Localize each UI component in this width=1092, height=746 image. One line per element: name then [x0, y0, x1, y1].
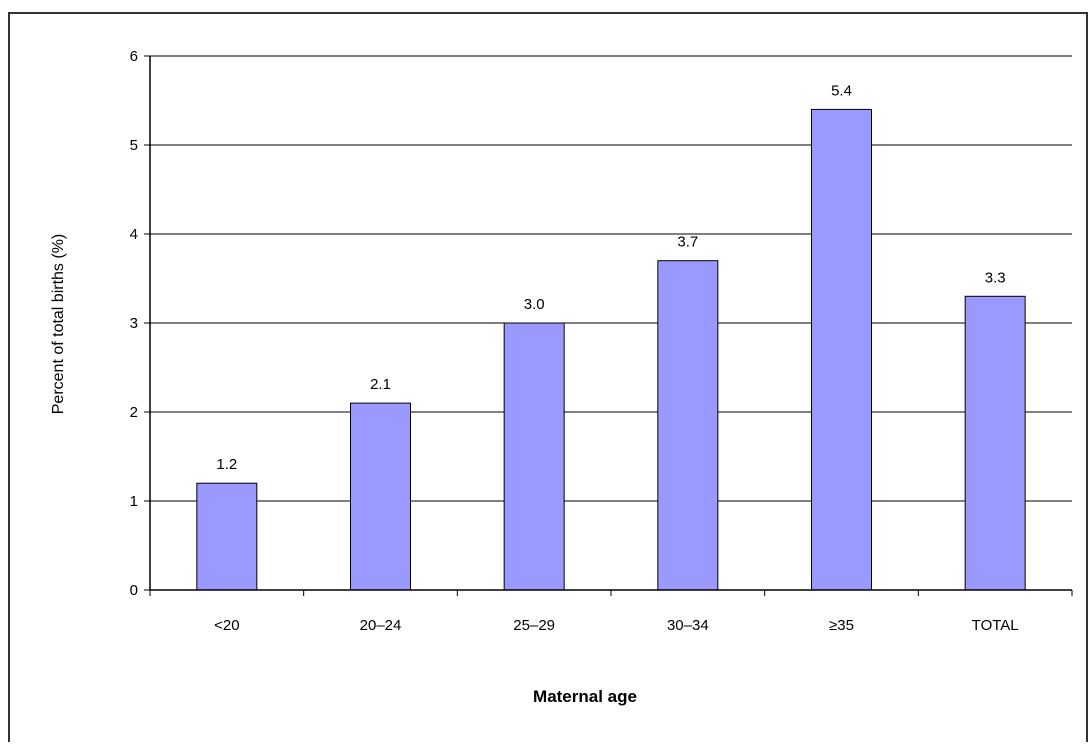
bar [657, 260, 719, 591]
x-tick-label: <20 [214, 617, 239, 634]
y-tick-label: 6 [130, 48, 138, 65]
x-tick-label: 30–34 [667, 617, 709, 634]
labels: 0 1 2 3 4 5 6 <20 1.2 20–24 2.1 25–29 3.0 30–34 3.7 ≥35… [130, 48, 1019, 634]
bar [964, 295, 1026, 591]
data-label: 3.3 [985, 269, 1006, 286]
bar [196, 482, 258, 591]
x-tick-label: ≥35 [829, 617, 854, 634]
axes [144, 55, 1073, 596]
y-tick-label: 1 [130, 493, 138, 510]
x-tick-label: 25–29 [513, 617, 555, 634]
data-label: 1.2 [216, 456, 237, 473]
data-label: 2.1 [370, 376, 391, 393]
y-tick-label: 2 [130, 404, 138, 421]
y-tick-label: 4 [130, 226, 138, 243]
y-tick-label: 0 [130, 582, 138, 599]
x-tick-label: 20–24 [360, 617, 402, 634]
y-tick-label: 3 [130, 315, 138, 332]
data-label: 3.0 [524, 296, 545, 313]
data-label: 5.4 [831, 82, 852, 99]
bar [350, 402, 411, 591]
x-axis-title: Maternal age [533, 687, 637, 706]
x-tick-label: TOTAL [972, 617, 1019, 634]
bars [196, 108, 1026, 591]
bar [503, 322, 565, 591]
y-tick-label: 5 [130, 137, 138, 154]
bar [811, 108, 872, 591]
y-axis-title: Percent of total births (%) [50, 234, 67, 415]
grid-lines [150, 55, 1072, 502]
data-label: 3.7 [677, 234, 698, 251]
